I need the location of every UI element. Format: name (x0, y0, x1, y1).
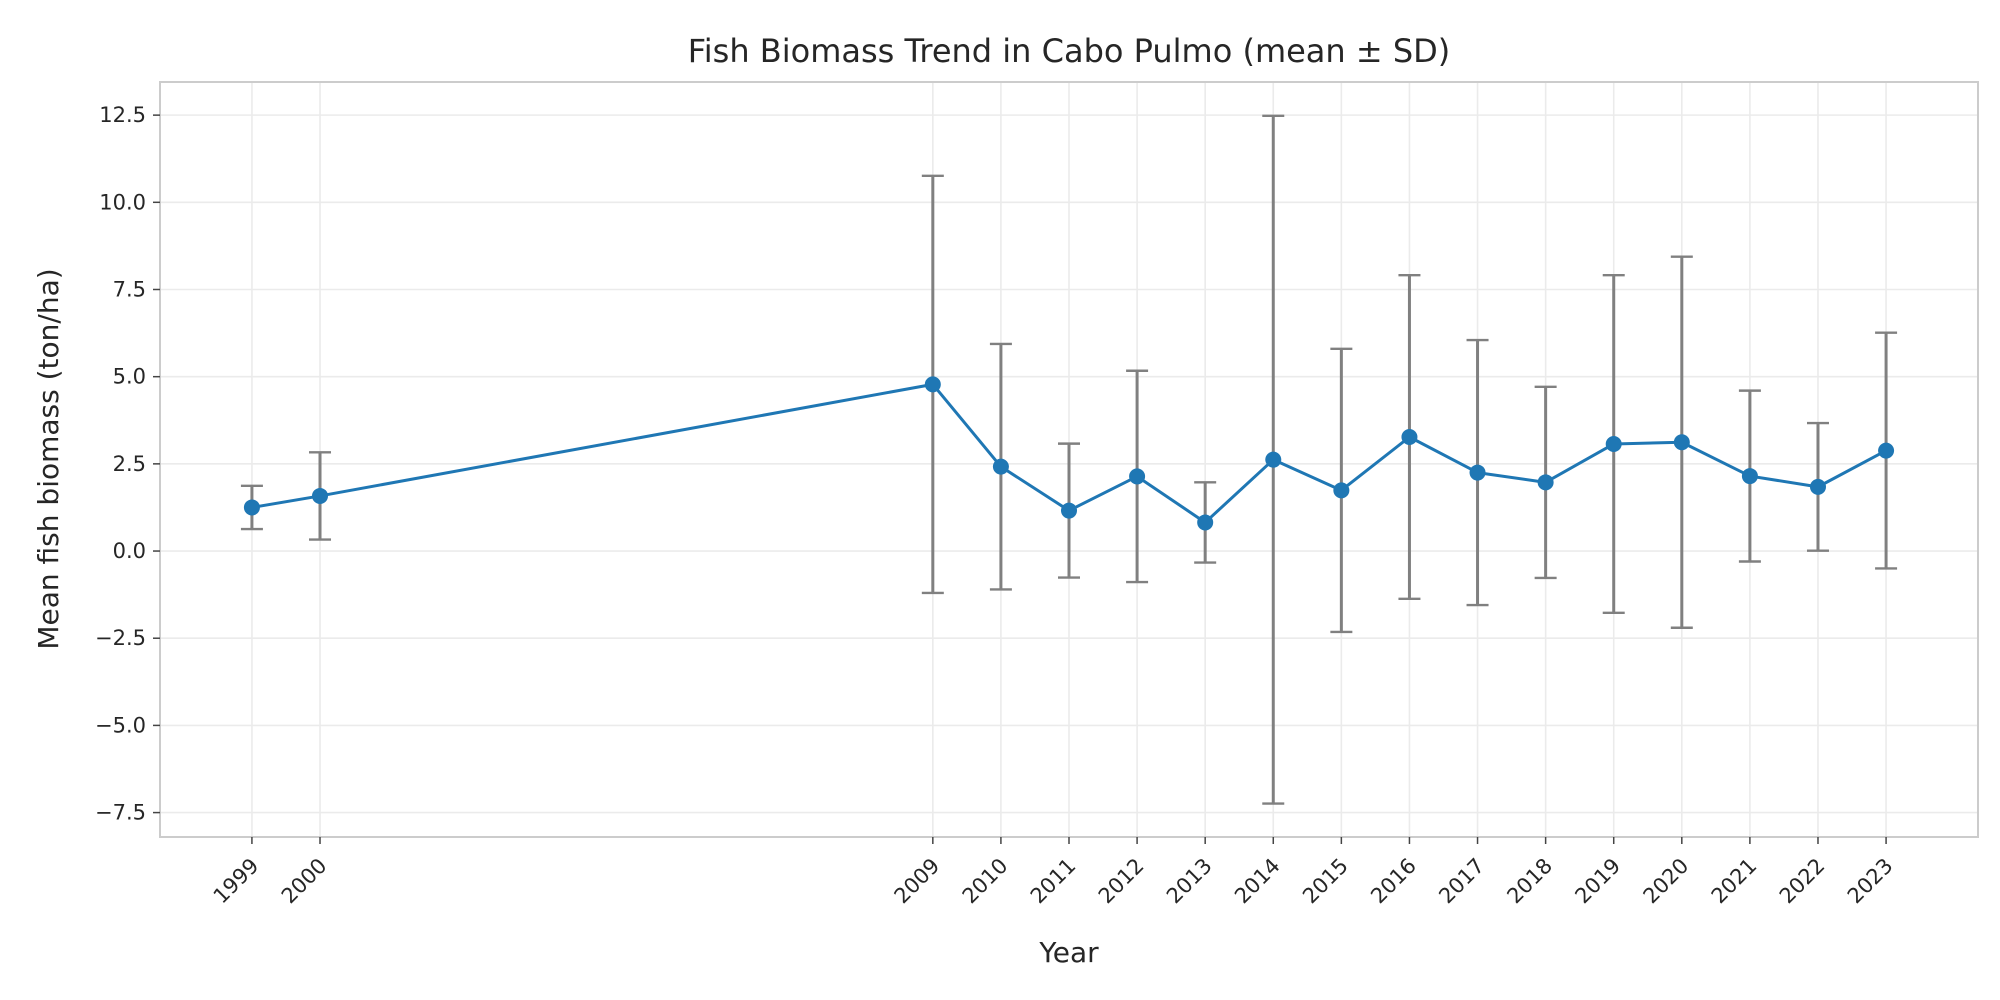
x-tick-label: 2016 (1366, 854, 1421, 909)
data-point (1673, 434, 1690, 451)
x-tick-label: 2018 (1502, 854, 1557, 909)
y-tick-label: 2.5 (113, 452, 146, 476)
x-tick-label: 1999 (209, 854, 264, 909)
data-point (992, 458, 1009, 475)
chart-title: Fish Biomass Trend in Cabo Pulmo (mean ±… (688, 32, 1451, 70)
y-tick-label: 0.0 (113, 539, 146, 563)
x-tick-label: 2019 (1570, 854, 1625, 909)
data-point (1333, 482, 1350, 499)
x-axis-ticks: 1999 2000 2009 2010 2011 2012 2013 2014 2015 2016… (209, 837, 1898, 908)
y-tick-label: 7.5 (113, 277, 146, 301)
y-tick-label: 10.0 (99, 190, 146, 214)
data-point (1401, 429, 1418, 446)
data-point (1741, 468, 1758, 485)
y-tick-label: −2.5 (95, 626, 146, 650)
x-tick-label: 2000 (277, 854, 332, 909)
data-point (1265, 451, 1282, 468)
x-tick-label: 2013 (1162, 854, 1217, 909)
x-tick-label: 2023 (1843, 854, 1898, 909)
x-tick-label: 2022 (1775, 854, 1830, 909)
data-point (1537, 474, 1554, 491)
x-tick-label: 2021 (1707, 854, 1762, 909)
data-point (924, 376, 941, 393)
data-point (1469, 464, 1486, 481)
data-point (1878, 442, 1895, 459)
y-tick-label: −7.5 (95, 801, 146, 825)
x-tick-label: 2015 (1298, 854, 1353, 909)
data-point (243, 499, 260, 516)
y-tick-label: −5.0 (95, 713, 146, 737)
data-points (243, 376, 1895, 531)
x-tick-label: 2017 (1434, 854, 1489, 909)
y-tick-label: 5.0 (113, 365, 146, 389)
x-tick-label: 2011 (1026, 854, 1081, 909)
x-tick-label: 2010 (958, 854, 1013, 909)
data-point (1809, 478, 1826, 495)
x-tick-label: 2014 (1230, 854, 1285, 909)
data-point (312, 487, 329, 504)
data-point (1061, 502, 1077, 519)
y-tick-label: 12.5 (99, 103, 146, 127)
error-bars (240, 114, 1898, 805)
x-tick-label: 2012 (1094, 854, 1149, 909)
data-point (1197, 514, 1214, 531)
data-point (1605, 435, 1622, 452)
y-axis-title: Mean fish biomass (ton/ha) (32, 268, 65, 649)
x-tick-label: 2009 (890, 854, 945, 909)
y-axis-ticks: −7.5 −5.0 −2.5 0.0 2.5 5.0 7.5 10.0 12.5 (95, 103, 160, 825)
x-tick-label: 2020 (1639, 854, 1694, 909)
x-axis-title: Year (1038, 936, 1099, 969)
data-point (1129, 468, 1146, 485)
